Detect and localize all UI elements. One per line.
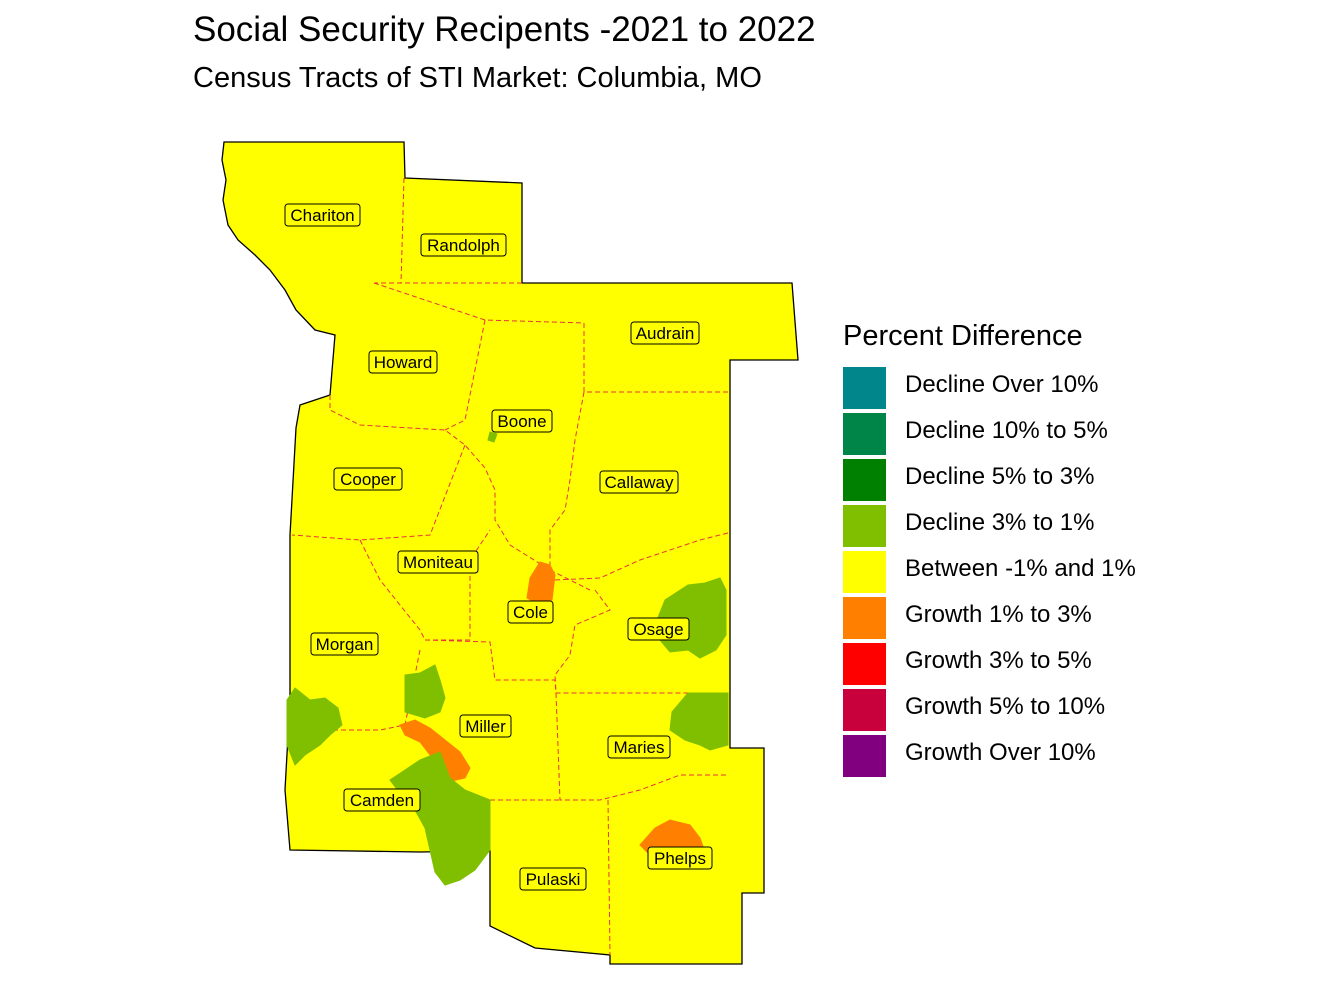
legend-title: Percent Difference <box>843 320 1083 352</box>
county-label-chariton: Chariton <box>284 203 361 227</box>
legend-item: Between -1% and 1% <box>843 547 1136 593</box>
svg-text:Pulaski: Pulaski <box>526 870 581 889</box>
legend-swatch <box>843 459 886 501</box>
legend-item: Decline 10% to 5% <box>843 409 1108 455</box>
svg-text:Cooper: Cooper <box>340 470 396 489</box>
svg-text:Osage: Osage <box>633 620 683 639</box>
legend-label: Decline 5% to 3% <box>905 463 1095 490</box>
legend-item: Decline Over 10% <box>843 363 1098 409</box>
map-subtitle: Census Tracts of STI Market: Columbia, M… <box>193 62 762 94</box>
county-label-camden: Camden <box>343 788 421 812</box>
county-label-boone: Boone <box>491 409 553 433</box>
svg-text:Miller: Miller <box>465 717 506 736</box>
legend-item: Decline 3% to 1% <box>843 501 1094 547</box>
legend-item: Decline 5% to 3% <box>843 455 1094 501</box>
svg-text:Chariton: Chariton <box>290 206 354 225</box>
county-labels: Chariton Randolph Audrain Howard Boone C… <box>284 203 713 891</box>
legend-swatch <box>843 689 886 731</box>
legend-label: Decline Over 10% <box>905 371 1099 398</box>
legend-swatch <box>843 551 886 593</box>
market-region <box>221 141 799 965</box>
county-label-callaway: Callaway <box>599 470 679 494</box>
county-label-moniteau: Moniteau <box>397 550 479 574</box>
legend-swatch <box>843 643 886 685</box>
legend-label: Growth 1% to 3% <box>905 601 1092 628</box>
legend-swatch <box>843 735 886 777</box>
legend-label: Decline 3% to 1% <box>905 509 1095 536</box>
svg-text:Randolph: Randolph <box>427 236 500 255</box>
svg-text:Cole: Cole <box>513 603 548 622</box>
county-label-miller: Miller <box>459 714 512 738</box>
legend-label: Growth Over 10% <box>905 739 1096 766</box>
legend-label: Growth 3% to 5% <box>905 647 1092 674</box>
legend-swatch <box>843 597 886 639</box>
svg-text:Camden: Camden <box>350 791 414 810</box>
county-label-morgan: Morgan <box>310 632 379 656</box>
svg-text:Boone: Boone <box>497 412 546 431</box>
legend-label: Growth 5% to 10% <box>905 693 1106 720</box>
legend-items: Decline Over 10% Decline 10% to 5% Decli… <box>843 363 1136 777</box>
county-label-phelps: Phelps <box>647 846 713 870</box>
county-label-maries: Maries <box>607 735 671 759</box>
svg-text:Morgan: Morgan <box>316 635 374 654</box>
svg-text:Callaway: Callaway <box>605 473 674 492</box>
legend-swatch <box>843 413 886 455</box>
map-title: Social Security Recipents -2021 to 2022 <box>193 10 816 49</box>
legend: Percent Difference Decline Over 10% Decl… <box>843 320 1136 777</box>
county-label-randolph: Randolph <box>420 233 507 257</box>
svg-text:Howard: Howard <box>374 353 433 372</box>
county-label-howard: Howard <box>368 350 438 374</box>
county-label-osage: Osage <box>627 617 690 641</box>
legend-swatch <box>843 505 886 547</box>
county-label-cole: Cole <box>507 600 554 624</box>
legend-label: Between -1% and 1% <box>905 555 1136 582</box>
svg-text:Phelps: Phelps <box>654 849 706 868</box>
svg-text:Audrain: Audrain <box>636 324 695 343</box>
legend-label: Decline 10% to 5% <box>905 417 1108 444</box>
legend-item: Growth 3% to 5% <box>843 639 1092 685</box>
legend-item: Growth 5% to 10% <box>843 685 1105 731</box>
legend-item: Growth Over 10% <box>843 731 1096 777</box>
county-label-pulaski: Pulaski <box>519 867 587 891</box>
svg-text:Maries: Maries <box>613 738 664 757</box>
county-label-audrain: Audrain <box>630 321 700 345</box>
legend-item: Growth 1% to 3% <box>843 593 1092 639</box>
county-label-cooper: Cooper <box>333 467 403 491</box>
decline-3-1-tracts <box>286 431 729 886</box>
legend-swatch <box>843 367 886 409</box>
svg-text:Moniteau: Moniteau <box>403 553 473 572</box>
